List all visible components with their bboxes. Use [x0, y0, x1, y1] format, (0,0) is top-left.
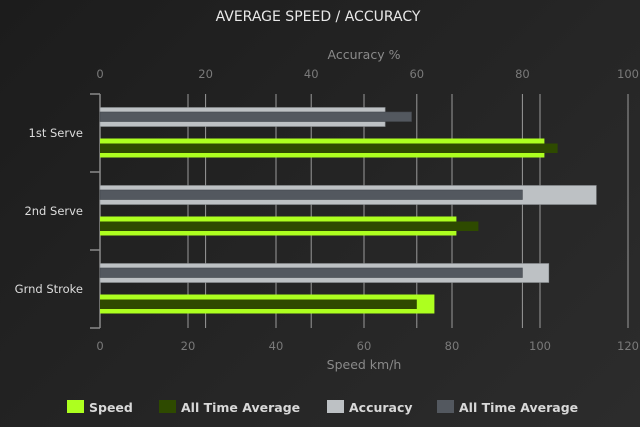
legend-swatch: [327, 400, 344, 413]
speed-tick-label: 40: [269, 339, 284, 353]
chart-title: AVERAGE SPEED / ACCURACY: [216, 9, 421, 25]
speed-tick-label: 0: [96, 339, 103, 353]
category-label: 1st Serve: [29, 126, 83, 140]
speed-average-bar: [100, 221, 479, 231]
speed-tick-label: 20: [181, 339, 196, 353]
legend-swatch: [159, 400, 176, 413]
accuracy-average-bar: [99, 111, 412, 122]
speed-average-bar: [100, 143, 558, 153]
speed-average-bar: [100, 299, 417, 309]
bottom-axis-label: Speed km/h: [327, 357, 402, 372]
accuracy-tick-label: 100: [617, 67, 639, 81]
speed-tick-label: 80: [445, 339, 460, 353]
top-axis-label: Accuracy %: [328, 47, 401, 62]
speed-tick-label: 60: [357, 339, 372, 353]
speed-tick-label: 100: [529, 339, 551, 353]
accuracy-tick-label: 0: [96, 67, 103, 81]
legend-label: All Time Average: [181, 400, 300, 415]
legend-label: Accuracy: [349, 400, 413, 415]
legend-swatch: [437, 400, 454, 413]
accuracy-average-bar: [99, 267, 523, 278]
legend-label: Speed: [89, 400, 133, 415]
category-label: Grnd Stroke: [15, 282, 83, 296]
legend-label: All Time Average: [459, 400, 578, 415]
accuracy-tick-label: 20: [198, 67, 213, 81]
speed-tick-label: 120: [617, 339, 639, 353]
accuracy-tick-label: 80: [515, 67, 530, 81]
category-label: 2nd Serve: [24, 204, 83, 218]
accuracy-average-bar: [99, 189, 523, 200]
accuracy-tick-label: 60: [409, 67, 424, 81]
legend-swatch: [67, 400, 84, 413]
accuracy-tick-label: 40: [304, 67, 319, 81]
